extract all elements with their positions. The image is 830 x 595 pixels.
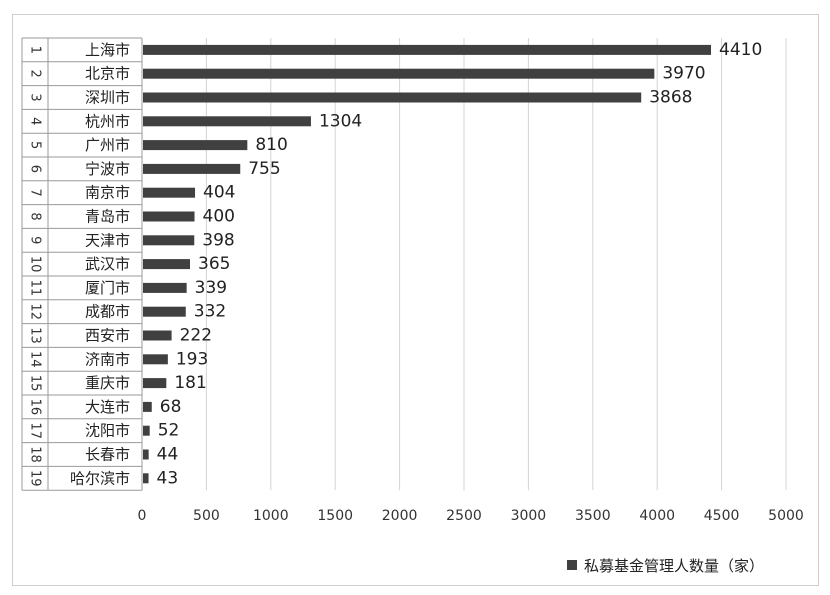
data-label: 1304 [319,111,362,131]
bar [143,163,241,174]
rank-label: 18 [28,446,43,463]
data-label: 339 [195,278,227,298]
category-label: 北京市 [85,65,130,83]
data-label: 68 [160,397,182,417]
category-label: 厦门市 [85,279,130,297]
rank-label: 14 [28,351,43,368]
bar [143,68,655,79]
rank-label: 3 [28,93,43,101]
rank-label: 17 [28,422,43,439]
legend-swatch [567,560,577,570]
category-label: 上海市 [85,41,130,59]
bar [143,235,195,246]
rank-label: 8 [28,212,43,220]
category-label: 哈尔滨市 [70,469,130,487]
chart-frame [12,14,819,586]
bar [143,401,152,412]
bars [143,44,712,484]
bar [143,187,196,198]
data-label: 404 [203,183,235,203]
bar [143,116,311,127]
legend-label: 私募基金管理人数量（家） [584,557,764,575]
data-label: 181 [174,373,206,393]
data-label: 365 [198,254,230,274]
rank-label: 7 [28,189,43,197]
data-label: 755 [248,159,280,179]
x-tick-label: 500 [193,508,220,524]
category-label: 宁波市 [85,160,130,178]
x-tick-label: 4000 [639,508,675,524]
bar [143,330,172,341]
category-label: 深圳市 [85,89,130,107]
rank-label: 5 [28,141,43,149]
rank-label: 11 [28,280,43,297]
x-tick-label: 3500 [575,508,611,524]
x-tick-labels: 0 500 1000 1500 2000 2500 3000 3500 4000 4500 5000 [138,508,804,524]
rank-label: 4 [28,117,43,125]
bar [143,44,712,55]
bar [143,92,642,103]
data-label: 43 [157,468,179,488]
x-tick-label: 3000 [511,508,547,524]
category-label: 广州市 [85,136,130,154]
category-label: 沈阳市 [85,422,130,440]
data-label: 3868 [649,88,692,108]
category-label: 重庆市 [85,374,130,392]
rank-label: 19 [28,470,43,487]
x-tick-label: 1000 [253,508,289,524]
data-label: 3970 [662,64,705,84]
x-tick-label: 4500 [704,508,740,524]
category-label: 西安市 [85,327,130,345]
bar [143,140,248,151]
bar [143,306,186,317]
category-label: 天津市 [85,231,130,249]
category-label: 南京市 [85,184,130,202]
category-label: 成都市 [85,303,130,321]
data-label: 400 [203,207,235,227]
category-label: 武汉市 [85,255,130,273]
bar [143,449,149,460]
category-label: 济南市 [85,350,130,368]
bar [143,282,187,293]
rank-label: 1 [28,46,43,54]
bar [143,378,167,389]
rank-label: 13 [28,327,43,344]
data-labels: 4410 3970 3868 1304 810 755 404 400 398 365 339 332… [157,40,763,488]
data-label: 222 [180,326,212,346]
category-label: 大连市 [85,398,130,416]
bar [143,211,195,222]
rank-label: 6 [28,165,43,173]
data-label: 4410 [719,40,762,60]
bar [143,473,149,484]
data-label: 810 [255,135,287,155]
data-label: 44 [157,445,179,465]
data-label: 52 [158,421,180,441]
x-tick-label: 1500 [317,508,353,524]
x-tick-label: 2000 [382,508,418,524]
category-label: 青岛市 [85,208,130,226]
rank-label: 10 [28,256,43,273]
rank-label: 12 [28,303,43,320]
rank-label: 9 [28,236,43,244]
category-table: 1 上海市 2 北京市 3 深圳市 4 杭州市 5 广州市 6 宁波市 7 南京市 8 青岛市 9 天津市 10 武汉… [21,37,143,491]
bar [143,425,150,436]
rank-label: 2 [28,70,43,78]
legend: 私募基金管理人数量（家） [567,557,764,575]
data-label: 332 [194,302,226,322]
data-label: 398 [202,230,234,250]
category-label: 杭州市 [85,112,130,130]
rank-label: 15 [28,375,43,392]
x-tick-label: 0 [138,508,147,524]
rank-label: 16 [28,399,43,416]
bar [143,259,191,270]
x-tick-label: 5000 [768,508,804,524]
x-tick-label: 2500 [446,508,482,524]
data-label: 193 [176,349,208,369]
category-label: 长春市 [85,446,130,464]
bar [143,354,168,365]
